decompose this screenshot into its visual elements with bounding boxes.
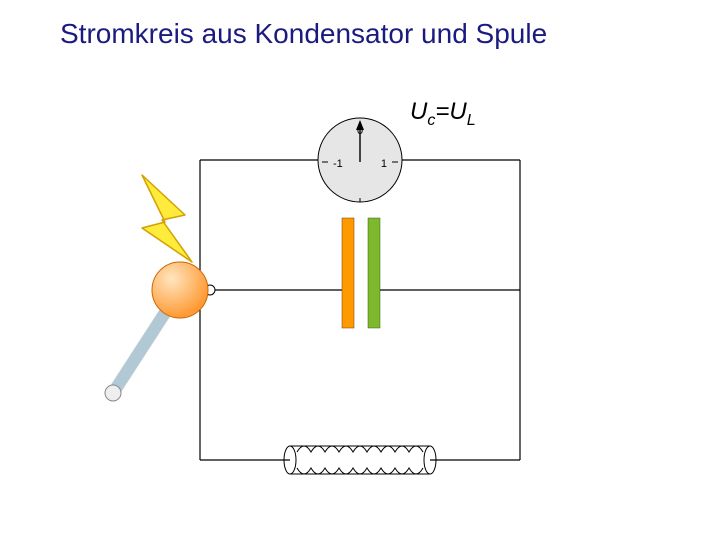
charged-sphere	[152, 262, 208, 318]
meter-label-neg1: -1	[333, 158, 343, 170]
circuit-diagram: 0 -1 1	[0, 0, 720, 540]
meter-label-0: 0	[357, 125, 363, 137]
capacitor-plate-left	[342, 218, 354, 328]
lightning-icon	[142, 175, 192, 262]
capacitor	[342, 218, 380, 328]
ammeter: 0 -1 1	[318, 118, 402, 202]
meter-label-1: 1	[381, 158, 387, 170]
circuit-wires	[200, 160, 520, 460]
capacitor-plate-right	[368, 218, 380, 328]
inductor	[284, 446, 436, 474]
charging-rod	[105, 302, 172, 401]
